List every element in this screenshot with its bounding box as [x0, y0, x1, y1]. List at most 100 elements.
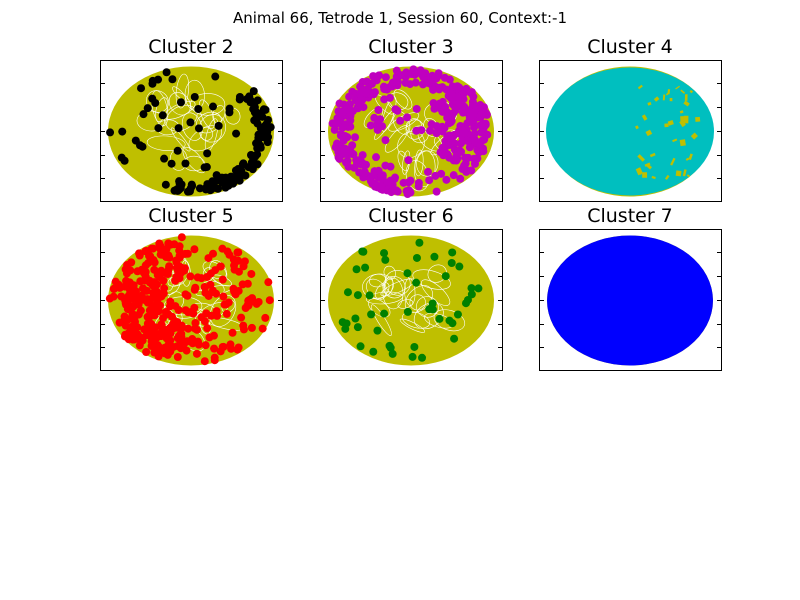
spike-point	[368, 79, 377, 88]
spike-point	[259, 123, 268, 132]
spike-point	[148, 79, 157, 88]
spike-point	[240, 257, 249, 266]
spike-point	[375, 71, 384, 80]
spike-point	[200, 163, 209, 172]
spike-point	[125, 285, 134, 294]
spike-point	[138, 142, 147, 151]
spike-point	[203, 324, 212, 333]
spike-point	[408, 352, 417, 361]
spike-point	[165, 262, 174, 271]
spike-point	[437, 169, 446, 178]
spike-point	[348, 149, 357, 158]
spike-point	[462, 84, 471, 93]
spike-point	[462, 167, 471, 176]
spike-points	[105, 233, 274, 366]
spike-point	[143, 104, 152, 113]
spike-point	[396, 116, 405, 125]
spike-point	[425, 305, 434, 314]
spike-point	[247, 269, 256, 278]
y-ticks	[539, 252, 722, 348]
spike-point	[182, 346, 191, 355]
spike-point	[432, 187, 441, 196]
spike-point	[405, 187, 414, 196]
cluster-panel-3: Cluster 4	[539, 36, 722, 202]
spike-point	[250, 106, 259, 115]
spike-point	[168, 312, 177, 321]
spike-point	[134, 310, 143, 319]
spike-point	[201, 341, 210, 350]
spike-point	[367, 310, 376, 319]
spike-point	[226, 340, 235, 349]
spike-point	[137, 84, 146, 93]
spike-point	[145, 329, 154, 338]
spike-point	[460, 129, 469, 138]
spike-point	[365, 291, 374, 300]
spike-point	[147, 244, 156, 253]
spike-point	[174, 124, 183, 133]
figure-title: Animal 66, Tetrode 1, Session 60, Contex…	[233, 9, 567, 27]
spike-point	[380, 95, 389, 104]
spike-point	[173, 266, 182, 275]
spike-point	[164, 239, 173, 248]
spike-point	[204, 291, 213, 300]
spike-point	[193, 337, 202, 346]
spike-point	[228, 328, 237, 337]
spike-point	[356, 342, 365, 351]
spike-point	[191, 283, 200, 292]
spike-point	[180, 264, 189, 273]
spike-point	[249, 87, 258, 96]
spike-point	[372, 153, 381, 162]
spike-point	[341, 324, 350, 333]
panel-title: Cluster 2	[148, 36, 234, 58]
spike-point	[460, 102, 469, 111]
spike-point	[175, 274, 184, 283]
spike-point	[234, 343, 243, 352]
spike-point	[154, 124, 163, 133]
spike-point	[250, 116, 259, 125]
spike-point	[359, 247, 368, 256]
spike-point	[265, 296, 274, 305]
spike-point	[214, 121, 223, 130]
spike-point	[266, 123, 275, 132]
spike-point	[482, 110, 491, 119]
spike-point	[258, 324, 267, 333]
spike-point	[105, 294, 114, 303]
spike-point	[369, 90, 378, 99]
spike-point	[369, 347, 378, 356]
spike-point	[330, 120, 339, 129]
spike-point	[346, 109, 355, 118]
spike-point	[455, 83, 464, 92]
spike-point	[418, 80, 427, 89]
spike-point	[351, 314, 360, 323]
spike-point	[445, 316, 454, 325]
spike-point	[121, 265, 130, 274]
spike-point	[188, 181, 197, 190]
panel-title: Cluster 4	[587, 36, 673, 58]
spike-point	[372, 181, 381, 190]
spike-point	[176, 98, 185, 107]
spike-point	[206, 280, 215, 289]
spike-point	[373, 125, 382, 134]
spike-point	[477, 128, 486, 137]
spike-points	[328, 65, 492, 199]
spike-point	[426, 126, 435, 135]
cluster-panel-1: Cluster 2	[100, 36, 283, 202]
y-ticks	[100, 83, 283, 179]
spike-point	[212, 307, 221, 316]
spike-point	[247, 323, 256, 332]
spike-point	[166, 297, 175, 306]
spike-point	[455, 262, 464, 271]
panel-title: Cluster 5	[148, 205, 234, 227]
spike-point	[106, 128, 115, 137]
spike-point	[452, 156, 461, 165]
spike-point	[210, 353, 219, 362]
spike-point	[224, 298, 233, 307]
spike-point	[475, 140, 484, 149]
trajectory-loops	[136, 73, 241, 174]
spike-point	[411, 78, 420, 87]
spike-point	[432, 122, 441, 131]
spike-point	[441, 272, 450, 281]
spike-point	[343, 156, 352, 165]
spike-point	[419, 73, 428, 82]
spike-point	[353, 291, 362, 300]
